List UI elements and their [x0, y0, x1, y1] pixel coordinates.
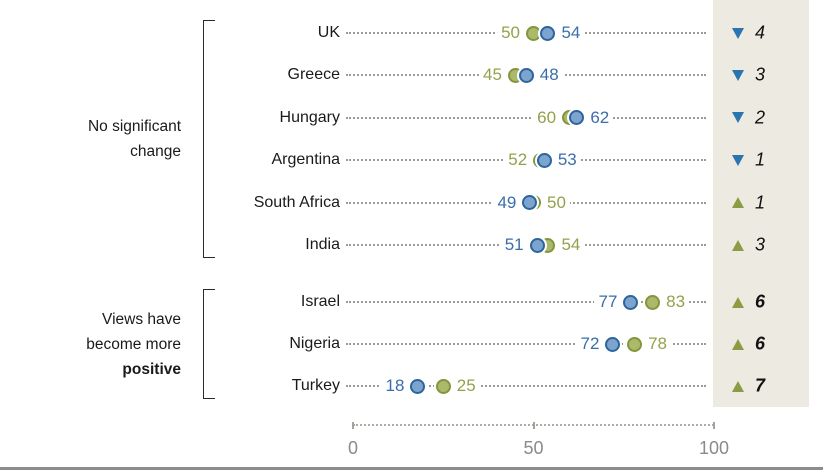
green-dot	[627, 336, 643, 352]
change-value: 7	[755, 375, 766, 396]
triangle-down-icon	[731, 27, 744, 39]
green-dot	[435, 378, 451, 394]
group-label-line: become more	[86, 335, 181, 353]
value-label-right: 54	[557, 235, 585, 255]
blue-dot	[536, 152, 552, 168]
value-label-right: 78	[644, 334, 671, 354]
triangle-down-icon	[731, 154, 744, 166]
axis-tick	[532, 422, 535, 429]
group-label-line: No significant	[87, 118, 181, 135]
value-label-left: 60	[533, 107, 561, 128]
axis-tick	[713, 422, 715, 429]
country-label-india: India	[305, 236, 340, 253]
group-label-line: change	[130, 143, 181, 160]
value-label-right: 53	[553, 150, 581, 171]
blue-dot	[623, 294, 639, 310]
leader-dotted-line	[346, 116, 706, 119]
leader-dotted-line	[346, 301, 706, 303]
change-value: 3	[755, 64, 766, 85]
group-label-0: No significant change	[0, 114, 181, 164]
value-label-right: 62	[586, 107, 614, 128]
value-label-right: 25	[452, 376, 480, 396]
country-label-turkey: Turkey	[291, 377, 340, 394]
group-bracket-1	[203, 289, 215, 399]
triangle-down-icon	[731, 69, 744, 81]
change-value: 6	[755, 291, 766, 312]
blue-dot	[522, 195, 538, 211]
value-label-right: 83	[662, 292, 690, 312]
value-label-left: 18	[381, 376, 409, 396]
value-label-left: 77	[594, 292, 622, 312]
value-label-left: 51	[500, 235, 528, 255]
green-dot	[526, 25, 541, 41]
change-value: 1	[755, 192, 766, 213]
value-label-left: 50	[497, 23, 524, 43]
country-label-argentina: Argentina	[271, 151, 341, 169]
group-bracket-0	[203, 20, 215, 258]
blue-dot	[529, 237, 545, 253]
country-label-hungary: Hungary	[279, 108, 340, 126]
change-column-background	[713, 0, 809, 407]
blue-dot	[518, 67, 534, 83]
country-label-south-africa: South Africa	[253, 193, 340, 211]
triangle-up-icon	[731, 197, 744, 209]
change-value: 3	[755, 234, 766, 255]
country-label-greece: Greece	[287, 66, 340, 84]
value-label-left: 49	[493, 192, 521, 213]
value-label-left: 72	[576, 334, 604, 354]
triangle-up-icon	[731, 338, 744, 350]
value-label-left: 52	[504, 150, 532, 171]
group-label-line: positive	[122, 360, 181, 378]
country-label-nigeria: Nigeria	[289, 335, 340, 352]
country-label-israel: Israel	[300, 293, 340, 310]
value-label-right: 50	[543, 192, 570, 213]
blue-dot	[540, 25, 556, 41]
green-dot	[645, 294, 661, 310]
triangle-up-icon	[731, 380, 744, 392]
bottom-divider	[0, 467, 823, 470]
triangle-up-icon	[731, 296, 744, 308]
change-value: 6	[755, 333, 766, 354]
leader-dotted-line	[346, 385, 706, 387]
leader-dotted-line	[346, 343, 706, 345]
change-value: 2	[755, 107, 766, 128]
triangle-up-icon	[731, 239, 744, 251]
value-label-right: 48	[535, 65, 563, 86]
triangle-down-icon	[731, 112, 744, 124]
country-label-uk: UK	[317, 24, 340, 41]
value-label-left: 45	[479, 65, 506, 86]
change-value: 1	[755, 149, 766, 170]
group-label-line: Views have	[102, 310, 181, 328]
change-value: 4	[755, 22, 766, 43]
group-label-1: Views have become more positive	[0, 307, 181, 382]
axis-tick-label: 50	[523, 438, 544, 458]
value-label-right: 54	[557, 23, 585, 43]
axis-tick-label: 0	[347, 438, 359, 458]
axis-tick-label: 100	[698, 438, 730, 458]
blue-dot	[569, 110, 585, 126]
blue-dot	[410, 378, 426, 394]
blue-dot	[605, 336, 621, 352]
axis-tick	[352, 422, 354, 429]
